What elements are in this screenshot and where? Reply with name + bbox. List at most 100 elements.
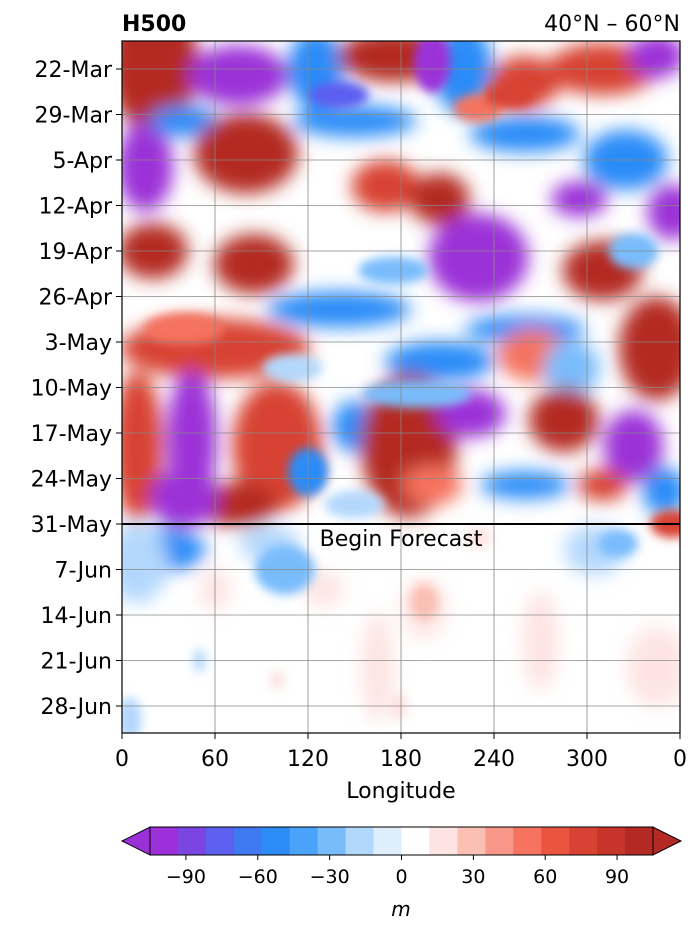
y-tick-label: 26-Apr <box>38 286 112 311</box>
chart-title-right: 40°N – 60°N <box>544 12 680 37</box>
x-tick-label: 180 <box>380 747 422 772</box>
anomaly-contour-blob <box>483 81 536 109</box>
anomaly-contour-blob <box>122 121 174 212</box>
anomaly-contour-blob <box>150 105 218 137</box>
anomaly-contour-blob <box>324 490 385 519</box>
colorbar-segment <box>429 827 458 855</box>
colorbar-segment <box>233 827 263 855</box>
y-tick-label: 28-Jun <box>40 695 112 720</box>
anomaly-contour-blob <box>358 256 429 285</box>
forecast-label: Begin Forecast <box>320 527 483 552</box>
y-tick-label: 5-Apr <box>52 149 112 174</box>
colorbar-tick-label: 0 <box>395 866 407 888</box>
gridlines <box>122 41 680 733</box>
anomaly-contour-blob <box>309 81 369 109</box>
anomaly-contour-blob <box>122 371 163 521</box>
anomaly-field <box>122 41 680 733</box>
anomaly-contour-blob <box>292 105 417 137</box>
colorbar-segment <box>345 827 375 855</box>
x-axis: 0 60 120 180 240 300 0 <box>115 733 687 772</box>
colorbar-tick-label: 60 <box>533 866 557 888</box>
anomaly-contour-blob <box>470 116 580 152</box>
colorbar-tick-label: −30 <box>310 866 350 888</box>
anomaly-contour-blob <box>150 468 218 528</box>
colorbar-tick-label: −60 <box>238 866 278 888</box>
x-tick-label: 0 <box>115 747 129 772</box>
colorbar-segment <box>569 827 598 855</box>
anomaly-contour-blob <box>480 471 570 499</box>
anomaly-contour-blob <box>642 467 680 516</box>
y-tick-label: 19-Apr <box>38 240 112 265</box>
anomaly-contour-blob <box>618 296 680 401</box>
anomaly-contour-blob <box>647 184 680 240</box>
anomaly-contour-blob <box>522 591 559 691</box>
anomaly-contour-blob <box>188 45 289 106</box>
anomaly-contour-blob <box>267 291 411 328</box>
colorbar-segment <box>289 827 319 855</box>
anomaly-contour-blob <box>269 670 285 690</box>
colorbar-segment <box>513 827 542 855</box>
anomaly-contour-blob <box>213 234 294 294</box>
plot-area <box>122 41 680 733</box>
colorbar: −90 −60 −30 0 30 60 90 <box>120 826 683 888</box>
anomaly-contour-blob <box>402 465 462 505</box>
chart-title-left: H500 <box>122 12 186 37</box>
colorbar-segment <box>205 827 235 855</box>
colorbar-segment <box>261 827 291 855</box>
x-tick-label: 240 <box>473 747 515 772</box>
anomaly-contour-blob <box>361 612 394 722</box>
x-tick-label: 0 <box>673 747 687 772</box>
y-tick-label: 17-May <box>31 422 112 447</box>
colorbar-under-triangle <box>120 826 151 856</box>
anomaly-contour-blob <box>303 571 344 607</box>
anomaly-contour-blob <box>528 388 599 452</box>
anomaly-contour-blob <box>577 469 628 501</box>
y-tick-label: 31-May <box>31 513 112 538</box>
colorbar-label: m <box>391 897 410 921</box>
colorbar-segment <box>625 827 654 855</box>
anomaly-contour-blob <box>543 340 600 396</box>
anomaly-contour-blob <box>409 173 470 225</box>
anomaly-contour-blob <box>410 584 439 620</box>
colorbar-segment <box>150 827 179 855</box>
y-tick-label: 22-Mar <box>35 58 113 83</box>
y-tick-label: 24-May <box>31 468 112 493</box>
anomaly-contour-blob <box>414 41 450 93</box>
colorbar-tick-label: 90 <box>605 866 629 888</box>
colorbar-tick-label: −90 <box>166 866 206 888</box>
y-tick-label: 7-Jun <box>54 559 112 584</box>
colorbar-segment <box>177 827 207 855</box>
colorbar-tick-label: 30 <box>461 866 485 888</box>
anomaly-contour-blob <box>361 380 472 408</box>
anomaly-contour-blob <box>351 160 420 212</box>
colorbar-segment <box>597 827 626 855</box>
anomaly-contour-blob <box>428 213 529 302</box>
colorbar-segment <box>373 827 402 855</box>
anomaly-contour-blob <box>626 627 680 707</box>
y-tick-label: 10-May <box>31 377 112 402</box>
x-axis-label: Longitude <box>346 779 455 804</box>
y-tick-label: 14-Jun <box>40 604 112 629</box>
anomaly-contour-blob <box>194 113 298 194</box>
y-tick-label: 29-Mar <box>35 104 113 129</box>
x-tick-label: 300 <box>566 747 608 772</box>
colorbar-segment <box>485 827 514 855</box>
y-tick-label: 21-Jun <box>40 650 112 675</box>
anomaly-contour-blob <box>122 523 168 603</box>
anomaly-contour-blob <box>384 341 495 382</box>
x-tick-label: 120 <box>287 747 329 772</box>
y-tick-label: 12-Apr <box>38 195 112 220</box>
y-tick-label: 3-May <box>45 331 112 356</box>
anomaly-contour-blob <box>122 697 142 733</box>
anomaly-contour-blob <box>603 410 664 482</box>
anomaly-contour-blob <box>464 527 493 547</box>
anomaly-contour-blob <box>551 181 608 217</box>
colorbar-segment <box>541 827 570 855</box>
anomaly-contour-blob <box>144 313 224 345</box>
x-tick-label: 60 <box>201 747 229 772</box>
anomaly-contour-blob <box>598 529 638 558</box>
anomaly-contour-blob <box>262 354 323 382</box>
anomaly-contour-blob <box>198 482 279 527</box>
y-axis: 22-Mar 29-Mar 5-Apr 12-Apr 19-Apr 26-Apr 3-May… <box>31 58 122 720</box>
